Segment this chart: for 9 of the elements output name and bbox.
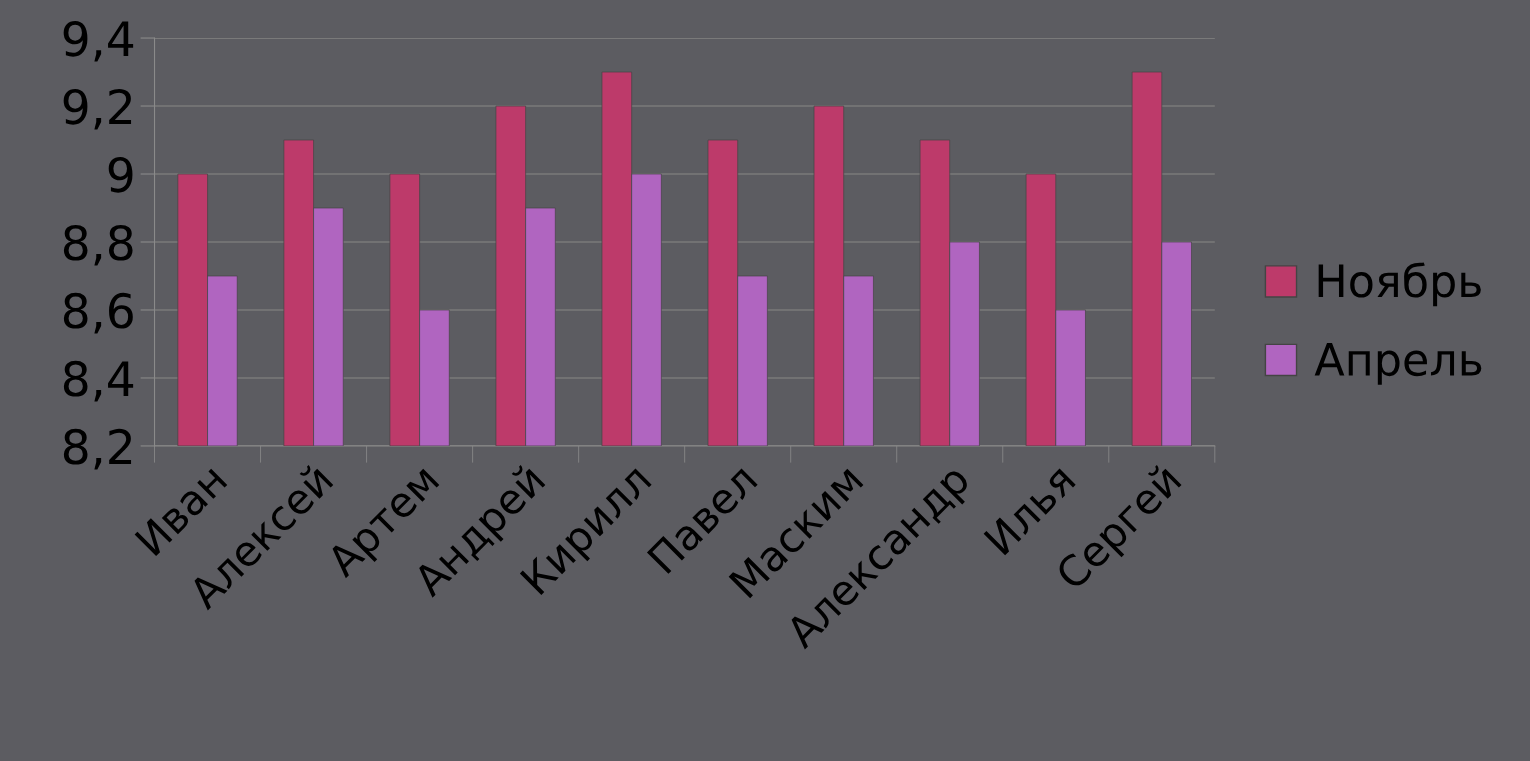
legend-label: Апрель [1314,343,1482,385]
y-tick-label: 8,4 [63,360,134,402]
y-tick-label: 9,2 [63,88,132,130]
y-tick-label: 8,8 [63,224,133,266]
y-tick-label: 9 [108,156,133,193]
y-tick-label: 8,2 [63,428,132,470]
legend-label: Ноябрь [1318,262,1481,307]
y-tick-label: 9,4 [63,20,134,62]
y-tick-label: 8,6 [63,292,133,334]
